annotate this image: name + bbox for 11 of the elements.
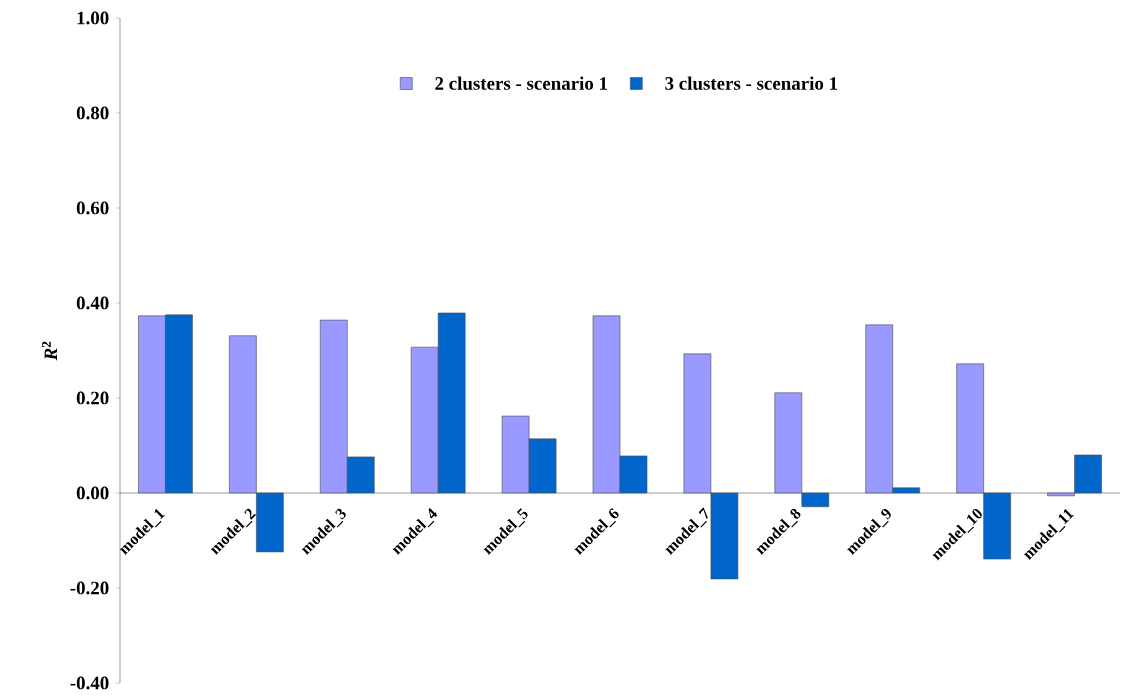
- y-tick-label: 0.00: [76, 486, 109, 500]
- y-tick-label: 0.60: [76, 201, 109, 215]
- y-tick-label: 0.40: [76, 296, 109, 310]
- y-tick-label: 0.80: [76, 106, 109, 120]
- y-axis-title: R$^{2}$: [41, 341, 57, 361]
- y-tick-label: 0.20: [76, 391, 109, 405]
- y-tick-label: -0.20: [70, 581, 109, 595]
- y-tick-label: 1.00: [77, 11, 109, 25]
- y-tick-label: -0.40: [70, 676, 109, 690]
- legend-label: 2 clusters - scenario 1: [435, 76, 608, 91]
- legend-label: 3 clusters - scenario 1: [665, 76, 838, 91]
